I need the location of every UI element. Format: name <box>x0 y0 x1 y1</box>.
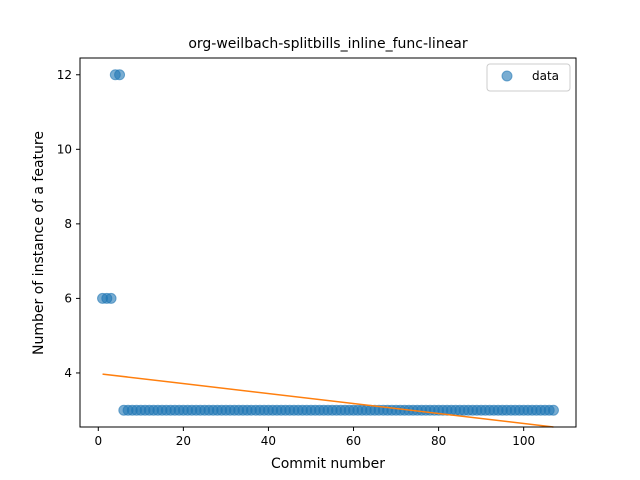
y-tick-label: 6 <box>64 291 72 305</box>
y-tick-label: 4 <box>64 366 72 380</box>
legend: data <box>486 63 571 92</box>
legend-marker-data <box>501 70 513 82</box>
data-point <box>105 292 117 304</box>
x-tick-label: 60 <box>346 434 361 448</box>
plot-area <box>97 69 559 428</box>
chart-title: org-weilbach-splitbills_inline_func-line… <box>188 36 468 52</box>
x-tick-label: 20 <box>176 434 191 448</box>
x-tick-label: 100 <box>512 434 535 448</box>
x-axis-label: Commit number <box>271 456 385 472</box>
axes: 0 20 40 60 80 100 4 6 8 10 12 <box>57 57 577 448</box>
data-point <box>547 404 559 416</box>
y-tick-label: 8 <box>64 217 72 231</box>
data-point <box>114 69 126 81</box>
x-tick-label: 0 <box>94 434 102 448</box>
x-tick-label: 40 <box>261 434 276 448</box>
y-tick-label: 10 <box>57 142 72 156</box>
fit-line <box>102 373 554 428</box>
x-tick-label: 80 <box>431 434 446 448</box>
y-axis-label: Number of instance of a feature <box>31 131 47 355</box>
legend-label-data: data <box>532 69 559 83</box>
y-tick-label: 12 <box>57 68 72 82</box>
axes-frame <box>79 57 577 428</box>
